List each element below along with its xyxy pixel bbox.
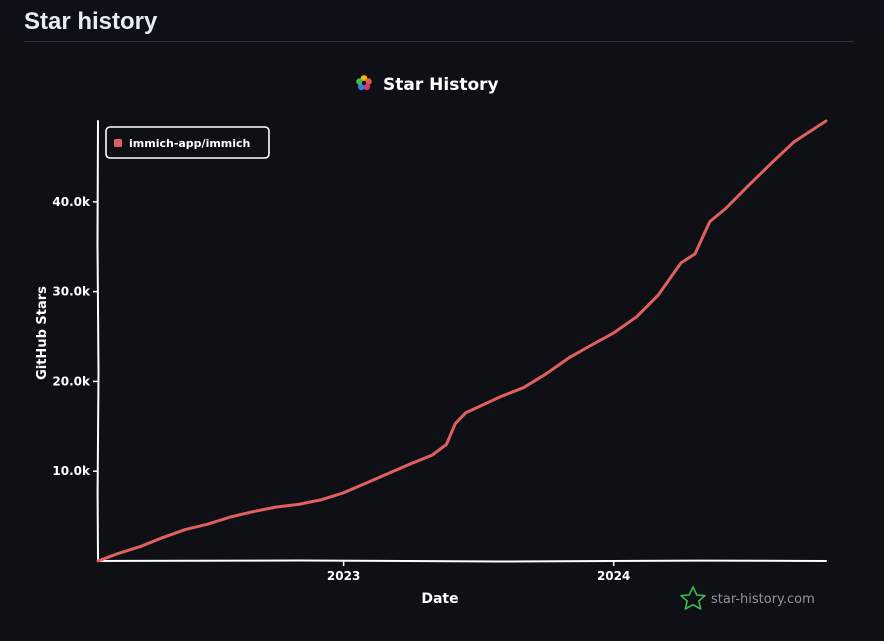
data-point xyxy=(454,422,457,425)
y-axis-label: GitHub Stars xyxy=(35,286,50,380)
data-point xyxy=(206,523,209,525)
data-point xyxy=(635,316,638,318)
data-point xyxy=(725,207,727,209)
y-tick-label: 40.0k xyxy=(52,195,91,209)
data-point xyxy=(589,344,592,347)
data-point xyxy=(567,357,570,359)
data-point xyxy=(97,560,99,562)
data-point xyxy=(229,516,232,518)
data-point xyxy=(297,503,300,506)
data-point xyxy=(544,373,547,376)
data-point xyxy=(464,412,467,414)
legend-swatch xyxy=(114,139,122,147)
y-axis-line xyxy=(96,120,100,562)
legend: immich-app/immich xyxy=(105,126,270,159)
y-tick-label: 20.0k xyxy=(52,374,91,388)
watermark-text: star-history.com xyxy=(711,592,815,607)
data-point xyxy=(793,140,795,143)
x-ticks: 2023 2024 xyxy=(327,561,630,583)
star-history-watermark-icon xyxy=(680,586,706,610)
legend-label: immich-app/immich xyxy=(129,137,250,150)
x-tick-label: 2024 xyxy=(597,569,630,583)
axes xyxy=(96,120,827,563)
data-point xyxy=(522,386,525,389)
data-point xyxy=(499,395,502,398)
data-point xyxy=(184,528,187,531)
data-point xyxy=(680,262,682,264)
page-title: Star history xyxy=(24,8,158,35)
data-point xyxy=(709,220,711,223)
data-point xyxy=(747,184,750,187)
data-point xyxy=(161,536,164,539)
watermark: star-history.com xyxy=(680,586,815,610)
series-line xyxy=(96,119,828,563)
data-point xyxy=(342,492,345,494)
x-axis-line xyxy=(97,559,827,563)
legend-box xyxy=(105,126,270,159)
data-point xyxy=(825,120,827,122)
data-point xyxy=(252,510,255,513)
data-point xyxy=(694,253,696,255)
data-point xyxy=(612,332,615,334)
chart-title: Star History xyxy=(383,75,499,95)
y-ticks: 10.0k 20.0k 30.0k 40.0k xyxy=(52,195,98,478)
data-point xyxy=(386,473,389,475)
chart-title-group: Star History xyxy=(356,75,499,95)
data-point xyxy=(116,553,118,555)
data-point xyxy=(431,454,434,456)
data-point xyxy=(319,499,322,501)
data-point xyxy=(770,162,773,164)
data-point xyxy=(139,545,141,548)
y-tick-label: 10.0k xyxy=(52,464,91,478)
data-point xyxy=(409,463,412,465)
data-point xyxy=(657,294,659,296)
page-header: Star history xyxy=(24,0,854,42)
data-point xyxy=(365,482,368,484)
chart-container: Star History 10.0k 20.0k 30.0k 40.0k 2023 20… xyxy=(0,43,884,637)
x-axis-label: Date xyxy=(421,591,458,607)
data-point xyxy=(476,406,479,409)
data-point xyxy=(445,443,448,446)
star-history-logo-icon xyxy=(356,75,372,91)
x-tick-label: 2023 xyxy=(327,569,360,583)
y-tick-label: 30.0k xyxy=(52,285,91,299)
series-group xyxy=(96,119,828,563)
data-point xyxy=(274,506,277,508)
